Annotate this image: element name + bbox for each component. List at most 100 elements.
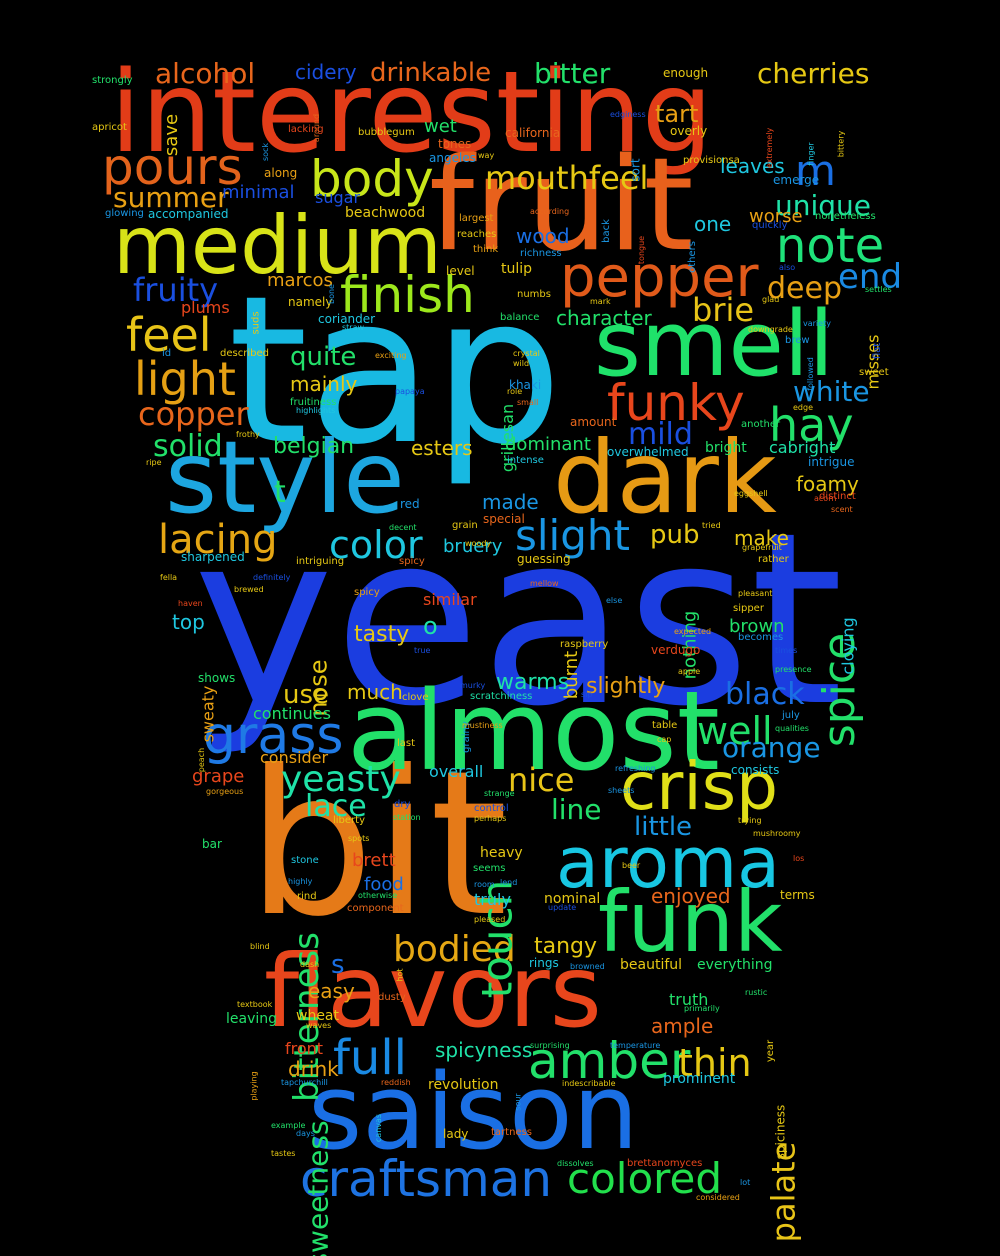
word-full: full — [333, 1030, 407, 1086]
word-crystal: crystal — [513, 349, 540, 358]
word-funky: funky — [607, 374, 745, 432]
word-well: well — [697, 709, 773, 753]
word-primarily: primarily — [684, 1004, 720, 1013]
word-m: m — [795, 146, 836, 195]
word-intrigue: intrigue — [808, 455, 855, 469]
word-burnt: burnt — [561, 650, 583, 700]
word-apple: apple — [678, 667, 701, 676]
word-fruitiness: fruitiness — [290, 397, 337, 408]
word-interesting: interesting — [110, 48, 713, 178]
word-overall: overall — [429, 762, 484, 781]
word-sweaty: sweaty — [198, 685, 218, 743]
word-edginess: edginess — [610, 110, 646, 119]
word-waves: waves — [306, 1021, 332, 1030]
word-glowing: glowing — [105, 208, 144, 219]
word-textbook: textbook — [237, 1000, 273, 1009]
word-amount: amount — [570, 415, 617, 429]
word-brew: brew — [785, 335, 810, 346]
word-worse: worse — [749, 206, 803, 227]
word-beachwood: beachwood — [345, 205, 426, 221]
word-mushroomy: mushroomy — [753, 829, 801, 838]
word-leaves: leaves — [720, 154, 785, 178]
word-spicyness: spicyness — [435, 1038, 533, 1062]
word-tasty: tasty — [354, 622, 410, 647]
word-distinct: distinct — [819, 491, 856, 502]
word-cabright: cabright — [769, 438, 836, 457]
word-july: july — [782, 710, 800, 721]
word-pleased: pleased — [474, 915, 506, 924]
word-front: front — [285, 1039, 324, 1058]
word-exciting: exciting — [375, 351, 407, 360]
word-tried: tried — [702, 521, 721, 530]
word-bit: bit — [247, 728, 508, 961]
word-lend: lend — [500, 878, 518, 887]
word-temperature: temperature — [610, 1041, 661, 1050]
word-year: year — [765, 1039, 777, 1063]
word-yeast: yeast — [193, 482, 844, 759]
word-ripe: ripe — [146, 458, 162, 467]
word-rind: rind — [297, 891, 317, 902]
word-becomes: becomes — [738, 632, 784, 643]
word-body: body — [310, 150, 434, 208]
word-scratchiness: scratchiness — [470, 691, 533, 702]
word-tongue: tongue — [637, 235, 647, 265]
word-flat: flat — [872, 342, 884, 360]
word-pepper: pepper — [560, 245, 759, 310]
word-dry: dry — [394, 799, 411, 810]
word-blind: blind — [250, 942, 270, 951]
word-raspberry: raspberry — [560, 639, 609, 650]
word-rings: rings — [529, 956, 559, 970]
word-dominant: dominant — [505, 434, 591, 455]
word-browned: browned — [570, 962, 605, 971]
word-sheets: sheets — [608, 786, 635, 795]
word-t: t — [274, 475, 286, 510]
word-lacking: lacking — [288, 124, 324, 135]
word-bodied: bodied — [393, 929, 516, 970]
word-described: described — [220, 348, 269, 359]
word-belgian: belgian — [273, 434, 355, 459]
word-sweetness: sweetness — [301, 1120, 335, 1256]
word-cap: cap — [657, 735, 672, 744]
word-last: last — [397, 738, 416, 749]
word-component: component — [347, 903, 404, 914]
word-tastes: tastes — [271, 1149, 296, 1158]
word-glad: glad — [762, 295, 780, 304]
word-haven: haven — [178, 599, 203, 608]
word-tulip: tulip — [501, 261, 533, 277]
word-marcos: marcos — [267, 270, 333, 291]
word-role: role — [507, 387, 523, 396]
word-thin: thin — [678, 1041, 752, 1085]
word-stone: stone — [291, 855, 319, 866]
word-wild: wild — [513, 359, 530, 368]
word-lace: lace — [305, 789, 367, 824]
word-papaya: papaya — [395, 387, 425, 396]
word-orange: orange — [722, 731, 821, 764]
word-cidery: cidery — [295, 60, 357, 84]
word-leaving: leaving — [226, 1011, 278, 1027]
word-another: another — [741, 419, 781, 430]
word-flavors: flavors — [264, 933, 602, 1050]
word-light: light — [134, 352, 236, 406]
word-continues: continues — [253, 704, 331, 723]
word-considered: considered — [696, 1193, 740, 1202]
word-reddish: reddish — [381, 1078, 411, 1087]
word-frothy: frothy — [236, 430, 260, 439]
word-truly: truly — [474, 890, 511, 909]
word-fruit: fruit — [429, 131, 694, 280]
word-apricot: apricot — [92, 122, 127, 133]
word-true: true — [414, 646, 431, 655]
word-intriguing: intriguing — [296, 556, 345, 567]
word-according: according — [530, 207, 570, 216]
word-california: california — [505, 126, 561, 140]
word-highly: highly — [288, 877, 313, 886]
word-drinkable: drinkable — [370, 58, 492, 88]
word-brettanomyces: brettanomyces — [627, 1158, 703, 1169]
word-truth: truth — [669, 990, 709, 1009]
word-almost: almost — [347, 667, 720, 795]
word-tapchurchill: tapchurchill — [281, 1078, 328, 1087]
word-top: top — [172, 610, 205, 634]
word-rather: rather — [758, 554, 789, 565]
word-prominent: prominent — [663, 1071, 736, 1087]
word-finger: finger — [806, 142, 816, 166]
word-expected: expected — [674, 627, 712, 636]
